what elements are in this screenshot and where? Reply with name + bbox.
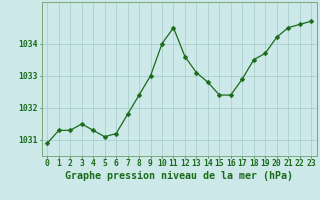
X-axis label: Graphe pression niveau de la mer (hPa): Graphe pression niveau de la mer (hPa) (65, 171, 293, 181)
